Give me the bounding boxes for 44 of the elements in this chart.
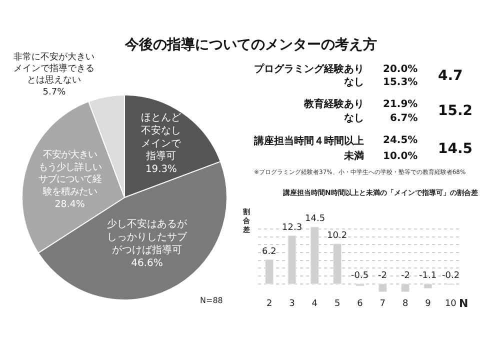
data-label: -0.5 — [351, 271, 369, 281]
text: 15.3% — [383, 77, 418, 88]
data-label: -2 — [401, 271, 410, 281]
x-tick-label: 7 — [380, 299, 386, 309]
text: なし — [344, 77, 364, 88]
x-tick-label: 8 — [402, 299, 408, 309]
text: 講座担当時間４時間以上 — [253, 135, 364, 147]
text: 教育経験あり — [303, 98, 364, 110]
data-label: 46.6% — [131, 258, 163, 269]
x-axis-title: N — [459, 297, 468, 310]
slice-label: ほとんど不安なしメインで指導可 — [141, 112, 182, 162]
x-tick-label: 2 — [266, 299, 272, 309]
x-tick-label: 6 — [357, 299, 364, 309]
data-label: 14.5 — [305, 214, 326, 224]
data-label: -1.1 — [419, 271, 437, 281]
text: 24.5% — [383, 135, 418, 146]
text: 14.5 — [438, 141, 473, 157]
text: 15.2 — [438, 103, 473, 119]
text: プログラミング経験あり — [254, 63, 364, 75]
text: 未満 — [343, 150, 364, 162]
text: 4.7 — [438, 68, 463, 84]
data-label: 28.4% — [54, 198, 85, 210]
x-tick-label: 4 — [312, 299, 318, 309]
data-label: 12.3 — [282, 223, 302, 233]
data-label: 6.2 — [262, 247, 276, 257]
x-tick-label: 10 — [444, 299, 457, 309]
text: 20.0% — [383, 64, 418, 75]
data-label: 19.3% — [146, 164, 177, 176]
data-label: 10.2 — [327, 231, 348, 241]
text: 10.0% — [383, 151, 418, 162]
text: なし — [344, 113, 364, 124]
slice-label: 少し不安はあるがしっかりしたサブがつけば指導可 — [107, 218, 188, 256]
x-tick-label: 5 — [334, 299, 340, 309]
data-label: -0.2 — [442, 271, 460, 281]
slice-label: 非常に不安が大きいメインで指導できるとは思えない — [14, 51, 95, 86]
x-tick-label: 9 — [425, 299, 432, 309]
data-label: -2 — [378, 271, 387, 281]
text: 21.9% — [383, 99, 418, 110]
text: N=88 — [200, 296, 223, 305]
text: 6.7% — [390, 113, 418, 124]
data-label: 5.7% — [42, 87, 66, 98]
slice-label: 不安が大きいもう少し詳しいサブについて経験を積みたい — [38, 150, 102, 198]
chart-title: 今後の指導についてのメンターの考え方 — [124, 36, 377, 53]
x-tick-label: 3 — [289, 299, 295, 309]
